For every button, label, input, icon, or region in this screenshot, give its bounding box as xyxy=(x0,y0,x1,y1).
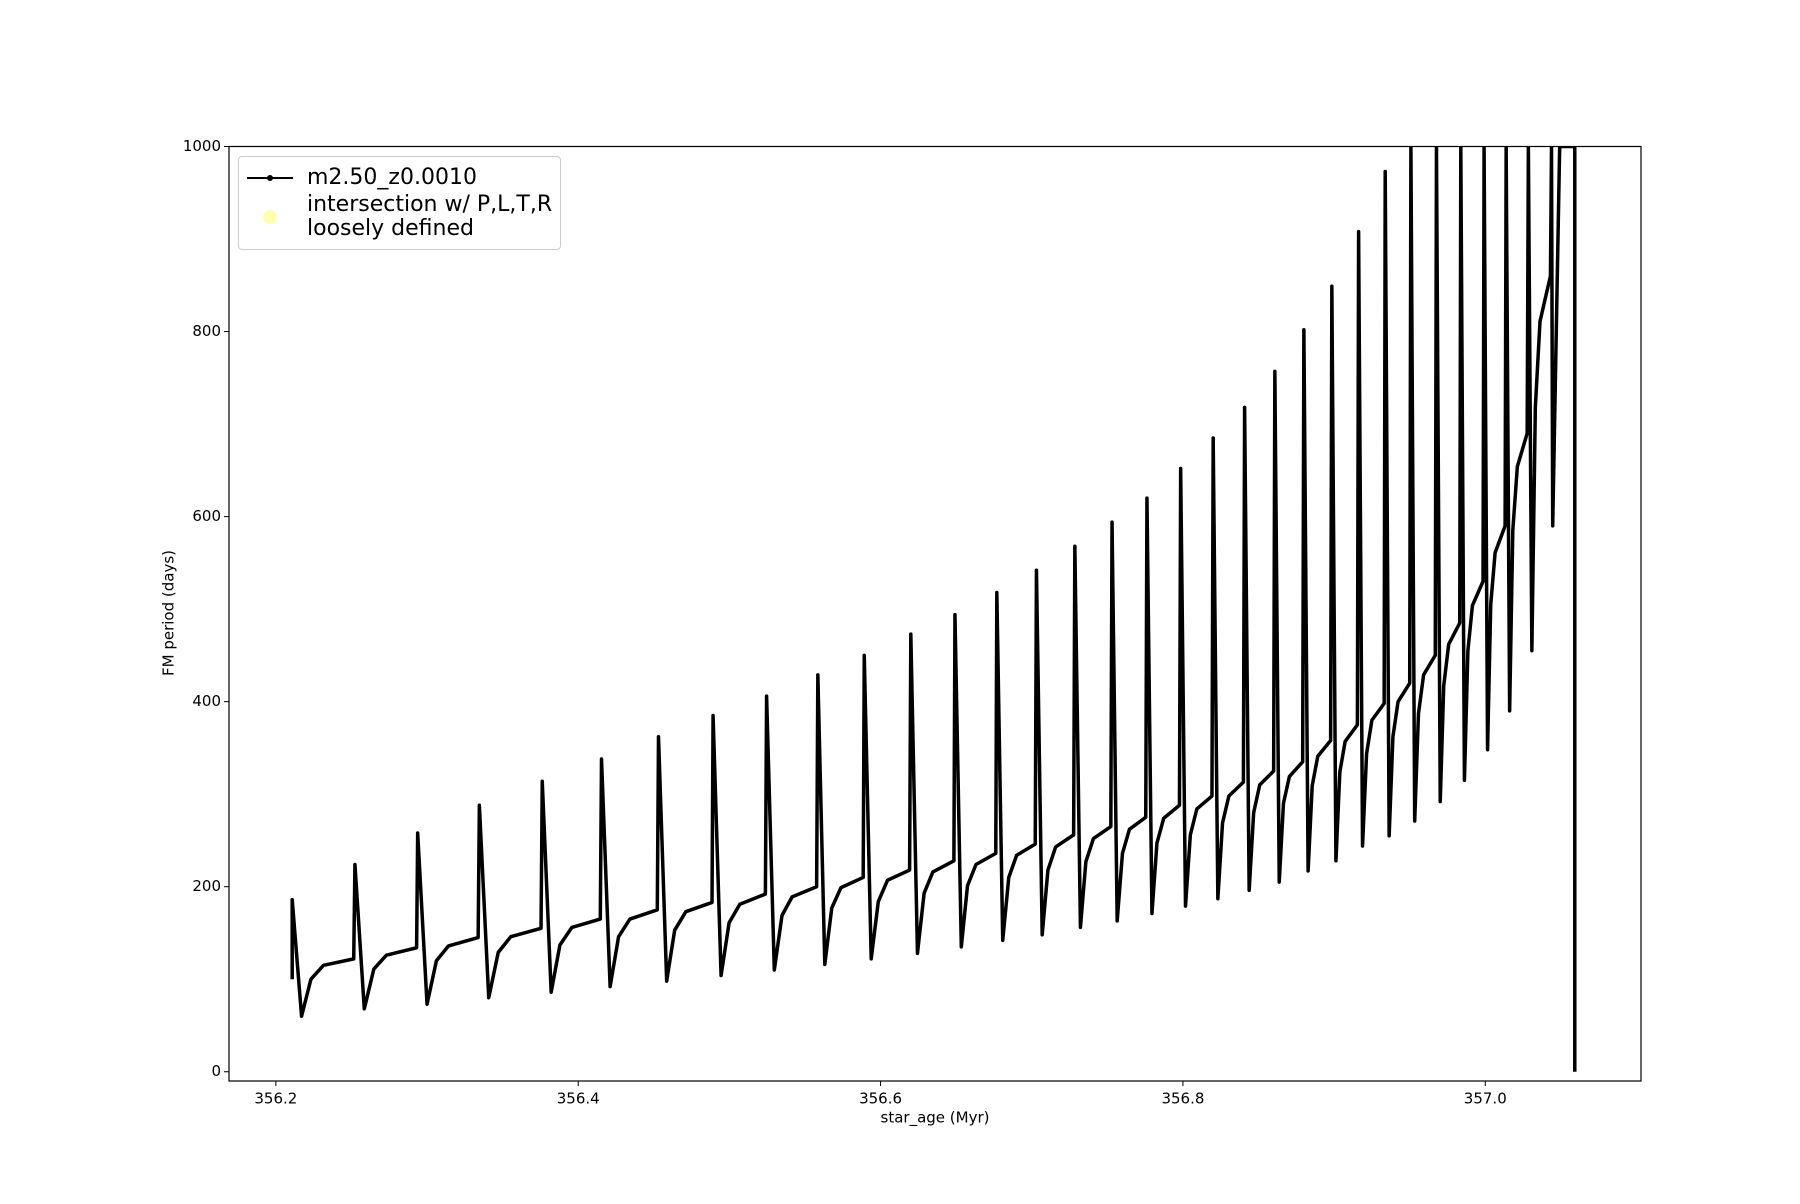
legend-entry: intersection w/ P,L,T,R loosely defined xyxy=(247,191,553,241)
y-axis-label: FM period (days) xyxy=(160,550,178,676)
x-axis-label: star_age (Myr) xyxy=(881,1109,990,1128)
y-tick-label: 1000 xyxy=(183,137,221,155)
x-tick-label: 356.6 xyxy=(859,1090,902,1108)
x-tick-label: 356.2 xyxy=(254,1090,297,1108)
y-tick-label: 400 xyxy=(192,692,221,710)
x-tick-label: 356.4 xyxy=(557,1090,600,1108)
data-line xyxy=(290,146,1577,1072)
y-tick-label: 200 xyxy=(192,877,221,895)
legend-key xyxy=(247,204,293,230)
legend: m2.50_z0.0010 intersection w/ P,L,T,R loo… xyxy=(238,155,562,250)
y-tick-label: 0 xyxy=(211,1062,221,1080)
legend-label: intersection w/ P,L,T,R loosely defined xyxy=(307,191,553,241)
legend-entry: m2.50_z0.0010 xyxy=(247,165,552,191)
y-tick-label: 800 xyxy=(192,322,221,340)
x-tick-label: 356.8 xyxy=(1161,1090,1204,1108)
plot-area xyxy=(290,146,1577,1072)
axes-frame xyxy=(228,145,1642,1082)
y-tick-label: 600 xyxy=(192,507,221,525)
x-tick-label: 357.0 xyxy=(1464,1090,1507,1108)
legend-label: m2.50_z0.0010 xyxy=(307,164,477,190)
legend-key xyxy=(247,165,293,191)
